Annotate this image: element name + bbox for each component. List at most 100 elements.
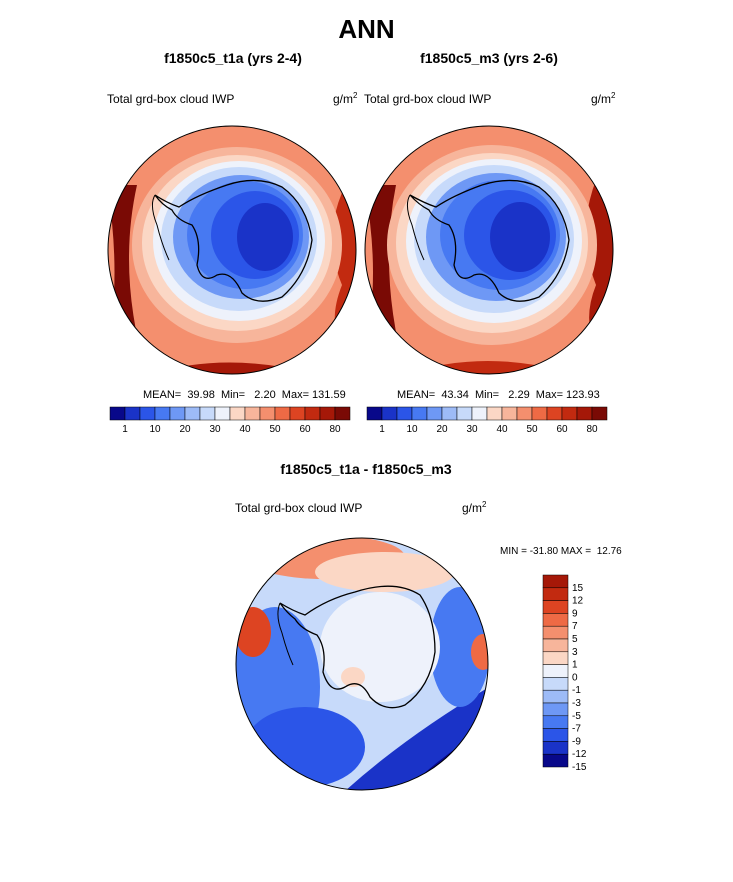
diff-colorbar-tick-label: -9 [572,736,581,747]
panel1-title: f1850c5_t1a (yrs 2-4) [164,50,302,66]
map2-red-south [404,361,579,374]
diff-colorbar-tick-label: 9 [572,608,578,619]
panel1-colorbar-box-14 [319,406,336,421]
diff-map-border [235,537,489,791]
panel1-colorbar-box-2 [139,406,156,421]
diff-antarctica-light [320,592,440,702]
panel1-colorbar-box-9 [244,406,261,421]
panel1-colorbar-box-12 [289,406,306,421]
panel1-colorbar-tick-label: 40 [239,424,251,435]
diff-colorbar-box-13 [542,741,569,755]
diff-colorbar-tick-label: 1 [572,660,578,671]
panel1-colorbar-box-1 [124,406,141,421]
panel1-colorbar: 1 10 20 30 40 50 60 80 [109,406,351,435]
panel2-colorbar-tick-label: 60 [556,424,568,435]
diff-peninsula [277,602,294,666]
panel2-colorbar-box-3 [411,406,428,421]
diff-pale-red-north [315,552,455,592]
diff-red-east [471,634,488,670]
panel2-colorbar-tick-label: 80 [586,424,598,435]
diff-panel-title: f1850c5_t1a - f1850c5_m3 [280,461,452,477]
diff-variable-label: Total grd-box cloud IWP [235,501,363,515]
diff-colorbar-tick-label: -5 [572,711,581,722]
panel1-colorbar-tick-label: 60 [299,424,311,435]
diff-colorbar-box-2 [542,600,569,614]
map2-core-blue [490,202,550,272]
diff-colorbar-tick-label: 3 [572,647,578,658]
panel1-colorbar-tick-label: 50 [269,424,281,435]
panel1-colorbar-box-4 [169,406,186,421]
panel1-colorbar-tick-label: 1 [122,424,128,435]
diff-colorbar-box-12 [542,728,569,742]
diff-colorbar-box-6 [542,651,569,665]
diff-colorbar-tick-label: -15 [572,762,587,773]
panel2-colorbar-box-5 [441,406,458,421]
diff-colorbar-box-9 [542,689,569,704]
diff-polar-map [235,537,489,791]
panel1-colorbar-box-3 [154,406,171,421]
panel2-colorbar: 1 10 20 30 40 50 60 80 [366,406,608,435]
panel1-colorbar-tick-label: 80 [329,424,341,435]
panel2-variable-label: Total grd-box cloud IWP [364,92,492,106]
map2-peninsula [406,194,425,261]
panel2-colorbar-box-4 [426,406,443,421]
panel2-colorbar-box-11 [531,406,548,421]
map2-border [364,125,614,375]
panel2-colorbar-box-9 [501,406,518,421]
panel2-colorbar-tick-label: 40 [496,424,508,435]
panel2-colorbar-box-1 [381,406,398,421]
diff-blue-southwest [245,707,365,787]
diff-colorbar-box-4 [542,625,569,640]
panel2-colorbar-box-7 [471,406,488,421]
panel1-colorbar-box-13 [304,406,321,421]
panel2-colorbar-box-0 [366,406,383,421]
diff-colorbar-box-5 [542,638,569,653]
diff-colorbar-tick-label: 0 [572,672,578,683]
panel1-colorbar-tick-label: 10 [149,424,161,435]
map2-coastline [409,179,570,302]
diff-pink-spot [341,667,365,687]
map1-border [107,125,357,375]
panel2-unit: g/m2 [591,91,616,106]
panel2-colorbar-box-12 [546,406,563,421]
panel1-colorbar-box-7 [214,406,231,421]
panel2-colorbar-tick-label: 1 [379,424,385,435]
panel2-colorbar-tick-label: 10 [406,424,418,435]
panel2-polar-map [364,125,614,375]
panel1-colorbar-box-6 [199,406,216,421]
diff-colorbar-box-10 [542,702,569,717]
panel2-colorbar-tick-label: 30 [466,424,478,435]
diff-blue-east [430,587,488,707]
panel1-colorbar-box-5 [184,406,201,421]
panel2-colorbar-box-8 [486,406,503,421]
map1-coastline [154,179,313,302]
diff-colorbar-tick-label: 15 [572,583,584,594]
panel2-colorbar-box-15 [591,406,608,421]
panel1-colorbar-tick-label: 30 [209,424,221,435]
panel1-polar-map [107,125,357,375]
map1-red-south [147,362,317,374]
panel1-colorbar-box-8 [229,406,246,421]
panel2-colorbar-tick-label: 50 [526,424,538,435]
diff-colorbar-tick-label: 5 [572,634,578,645]
diff-colorbar-tick-label: 7 [572,621,578,632]
panel1-variable-label: Total grd-box cloud IWP [107,92,235,106]
diff-colorbar-box-7 [542,664,569,678]
diff-coastline [279,585,436,709]
panel2-colorbar-box-6 [456,406,473,421]
diff-colorbar-box-1 [542,587,569,601]
map1-core-blue [237,203,293,271]
panel2-title: f1850c5_m3 (yrs 2-6) [420,50,558,66]
diff-colorbar-box-0 [542,574,569,589]
diff-colorbar-box-11 [542,715,569,729]
panel1-colorbar-box-0 [109,406,126,421]
panel1-colorbar-box-10 [259,406,276,421]
panel1-colorbar-box-11 [274,406,291,421]
diff-colorbar-tick-label: -12 [572,749,587,760]
diff-colorbar-tick-label: 12 [572,596,584,607]
panel2-colorbar-box-10 [516,406,533,421]
panel2-colorbar-box-2 [396,406,413,421]
panel2-stats: MEAN= 43.34 Min= 2.29 Max= 123.93 [397,389,600,401]
diff-colorbar-tick-label: -7 [572,724,581,735]
diff-colorbar-tick-label: -3 [572,698,581,709]
